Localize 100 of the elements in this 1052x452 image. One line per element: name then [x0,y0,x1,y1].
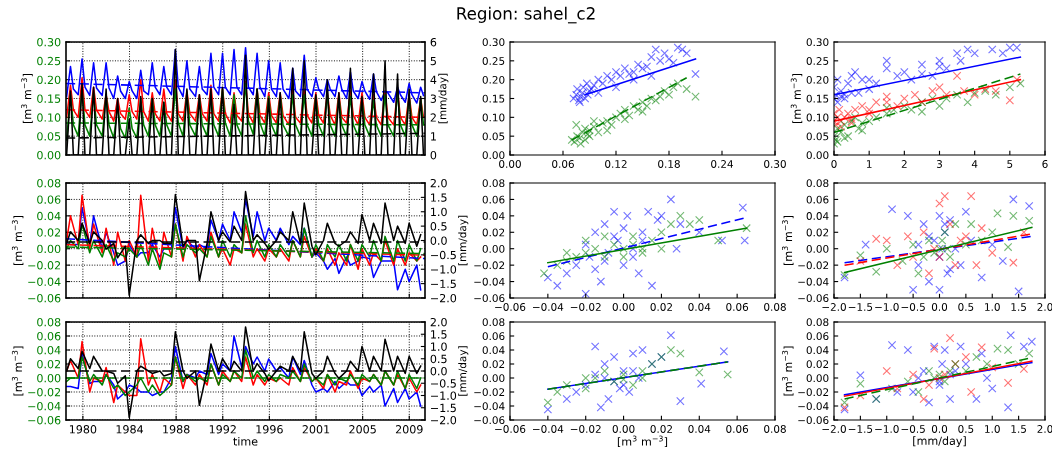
x-tick-label: 0.00 [612,425,635,433]
y-tick-label: −0.02 [798,261,829,270]
x-tick-label: 0.08 [764,425,786,433]
x-tick-label: 2.0 [1037,425,1052,433]
x-tick-label: 0.12 [605,160,627,168]
y2-tick-label: 5 [430,56,436,66]
y-tick-label: 0.05 [482,132,505,141]
y-tick-label: 0.15 [482,94,505,103]
x-tick-label: 2.0 [1037,303,1052,311]
y-tick-label: 0.20 [37,75,61,85]
y-tick-label: 0.08 [37,178,61,188]
x-tick-label: −0.02 [570,425,601,433]
y-tick-label: 0.15 [806,94,829,103]
x-tick-label: 0.5 [958,303,974,311]
y-tick-label: 0.08 [482,179,505,188]
x-tick-label: −0.06 [495,303,526,311]
x-tick-label: 0.04 [688,303,711,311]
y-tick-label: −0.02 [28,261,61,270]
y2-axis-title: [mm/day] [458,346,469,396]
y-tick-label: −0.06 [474,294,505,303]
y-axis-title: [m$^{3}$ m$^{−3}$] [782,215,794,266]
y-tick-label: −0.02 [474,261,505,270]
x-tick-label: 1.0 [985,303,1000,311]
y2-tick-label: 1.5 [431,193,447,202]
y-tick-label: 0.04 [482,212,505,220]
y-tick-label: −0.04 [474,277,505,286]
y-tick-label: −0.02 [798,388,829,397]
x-tick-label: 0.0 [931,425,948,433]
y-tick-label: 0.05 [37,132,61,141]
y-tick-label: 0.10 [37,113,61,122]
y2-tick-label: 4 [430,75,437,84]
y-tick-label: −0.06 [474,416,505,425]
line-series [66,194,422,271]
y-tick-label: −0.02 [474,388,505,397]
x-tick-label: 0.06 [552,160,574,168]
y2-tick-label: 1.0 [431,342,447,351]
y-tick-label: 0.04 [482,346,505,355]
y2-axis-title: [mm/day] [438,73,449,124]
y-tick-label: −0.04 [474,402,505,411]
y-tick-label: 0.08 [806,179,829,188]
x-tick-label: 1 [867,160,872,168]
y-tick-label: 0.02 [482,228,505,237]
x-tick-label: 4 [971,160,978,168]
x-tick-label: 1992 [209,425,236,434]
x-tick-label: 0.5 [958,425,974,433]
y-tick-label: −0.06 [798,416,829,425]
x-tick-label: 0.24 [711,160,734,168]
y-tick-label: 0.00 [482,374,505,383]
x-tick-label: 6 [1042,160,1048,168]
x-tick-label: 2005 [349,425,376,434]
y-axis-title: [m$^{3}$ m$^{−3}$] [790,73,803,124]
y-tick-label: 0.05 [806,132,829,141]
y2-tick-label: 1 [431,132,436,141]
x-tick-label: −0.04 [533,425,564,433]
y-tick-label: 0.08 [806,318,829,327]
y2-tick-label: 2.0 [430,317,447,327]
x-tick-label: 0.04 [688,425,711,433]
y-tick-label: 0.04 [37,345,61,355]
y-tick-label: 0.15 [37,94,61,103]
y2-tick-label: 0.0 [430,236,447,245]
y-tick-label: 0.00 [806,244,829,253]
x-tick-label: 1980 [69,425,97,434]
y-tick-label: 0.30 [482,38,505,47]
x-tick-label: 2009 [395,425,423,434]
x-tick-label: −0.02 [570,303,601,311]
x-tick-label: 0.02 [650,425,672,433]
y-tick-label: 0.02 [806,360,829,369]
y-tick-label: 0.04 [806,212,829,220]
y2-tick-label: 2.0 [430,178,447,188]
x-axis-title: time [233,437,258,446]
x-tick-label: 0 [831,160,837,168]
y-tick-label: 0.06 [482,332,505,341]
y-tick-label: 0.30 [37,37,61,47]
y-tick-label: 0.30 [806,38,829,47]
x-tick-label: 0.0 [931,303,948,311]
y-tick-label: 0.00 [37,244,61,254]
x-tick-label: −1.5 [848,425,873,433]
y-tick-label: 0.06 [482,195,505,204]
y-tick-label: 0.00 [482,244,505,253]
y2-tick-label: −1.0 [431,265,457,274]
y-tick-label: 0.10 [482,113,505,122]
x-tick-label: 3 [936,160,942,168]
y2-tick-label: −2.0 [431,293,457,303]
x-tick-label: −2.0 [822,303,846,311]
y-tick-label: 0.06 [806,332,829,341]
y-tick-label: 0.25 [482,57,505,65]
y-tick-label: 0.02 [806,228,829,237]
y2-tick-label: 1.0 [431,207,447,217]
y2-tick-label: 0.5 [430,354,447,364]
y-tick-label: −0.04 [28,401,61,411]
x-tick-label: 1.5 [1011,425,1026,433]
y-axis-title: [m$^{3}$ m$^{−3}$] [782,346,794,396]
y-axis-title: [m$^{3}$ m$^{−3}$] [21,73,33,124]
y-tick-label: 0.20 [806,75,829,84]
y-tick-label: 0.06 [37,195,61,204]
y-tick-label: 0.08 [482,318,505,327]
y2-tick-label: 2 [430,113,436,122]
y2-tick-label: −1.5 [431,279,456,288]
y-tick-label: 0.10 [806,113,829,122]
y-tick-label: 0.00 [37,373,61,383]
